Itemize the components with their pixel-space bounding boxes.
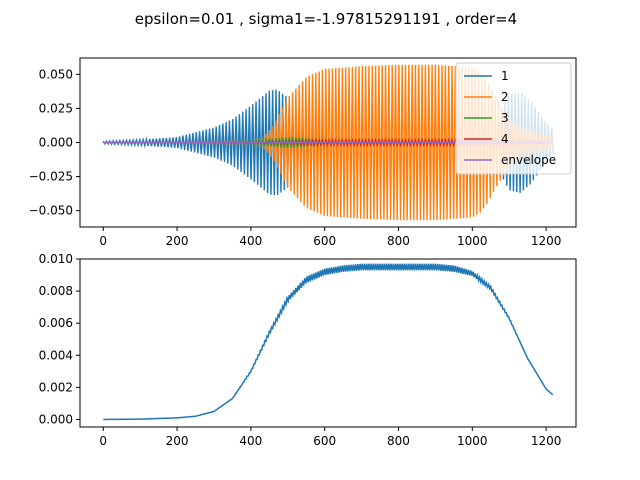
top-chart-ytick-label: 0.000 [39,136,73,150]
top-chart: 0 200 400 600 800 1000 1200 −0.050 −0.025 0.000 0.… [29,57,577,248]
bottom-chart-plot-area [103,263,554,421]
bottom-chart-xtick-label: 0 [99,434,107,448]
top-chart-ytick-label: −0.025 [29,170,73,184]
top-chart-xtick-label: 800 [387,234,410,248]
bottom-chart-ytick-label: 0.010 [39,252,73,266]
bottom-chart-xtick-label: 1000 [457,434,488,448]
bottom-chart-xtick-label: 1200 [531,434,562,448]
top-chart-legend-label-3: 3 [501,111,509,125]
bottom-chart-frame [79,258,577,428]
top-chart-xtick-label: 400 [239,234,262,248]
bottom-chart-xtick-label: 200 [166,434,189,448]
bottom-chart-xtick-label: 600 [313,434,336,448]
top-chart-xtick-label: 1200 [531,234,562,248]
top-chart-legend: 1 2 3 4 envelope [455,62,572,175]
top-chart-xtick-label: 1000 [457,234,488,248]
top-chart-ytick-label: −0.050 [29,204,73,218]
bottom-chart-ticks: 0 200 400 600 800 1000 1200 0.000 0.002 0.004 0.00… [39,252,562,448]
top-chart-ticks: 0 200 400 600 800 1000 1200 −0.050 −0.025 0.000 0.… [29,67,562,248]
bottom-chart: 0 200 400 600 800 1000 1200 0.000 0.002 0.004 0.00… [39,252,577,448]
top-chart-legend-label-envelope: envelope [501,153,556,167]
top-chart-legend-box [455,62,572,175]
bottom-chart-ytick-label: 0.008 [39,284,73,298]
top-chart-ytick-label: 0.050 [39,67,73,81]
top-chart-ytick-label: 0.025 [39,101,73,115]
bottom-chart-ytick-label: 0.006 [39,316,73,330]
bottom-chart-ytick-label: 0.000 [39,412,73,426]
bottom-chart-ytick-label: 0.004 [39,348,73,362]
top-chart-legend-label-1: 1 [501,69,509,83]
figure-title: epsilon=0.01 , sigma1=-1.97815291191 , o… [135,10,517,28]
top-chart-legend-label-2: 2 [501,90,509,104]
bottom-chart-series-line [103,263,554,421]
bottom-chart-ytick-label: 0.002 [39,380,73,394]
top-chart-legend-label-4: 4 [501,132,509,146]
top-chart-xtick-label: 0 [99,234,107,248]
bottom-chart-xtick-label: 800 [387,434,410,448]
bottom-chart-xtick-label: 400 [239,434,262,448]
top-chart-xtick-label: 200 [166,234,189,248]
top-chart-xtick-label: 600 [313,234,336,248]
